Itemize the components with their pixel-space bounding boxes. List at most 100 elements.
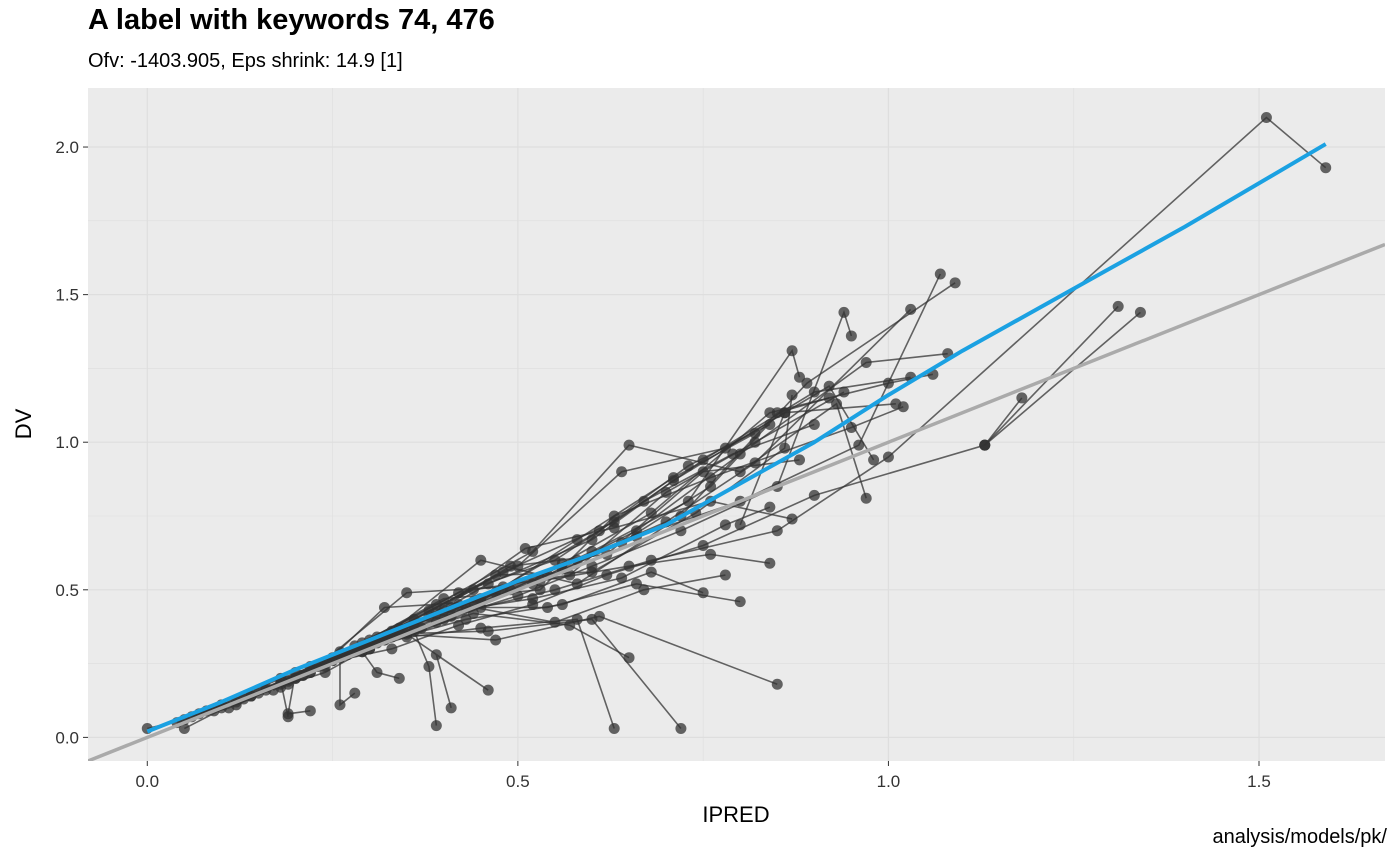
- data-point: [801, 377, 813, 389]
- data-point: [897, 401, 909, 413]
- data-point: [949, 277, 961, 289]
- reference-lines: [88, 142, 1385, 761]
- data-point: [979, 439, 991, 451]
- data-point: [401, 587, 413, 599]
- data-point: [645, 507, 657, 519]
- data-point: [734, 519, 746, 531]
- data-point: [608, 723, 620, 735]
- data-point: [1320, 162, 1332, 174]
- data-point: [490, 634, 502, 646]
- data-point: [1016, 392, 1028, 404]
- data-point: [475, 554, 487, 566]
- data-point: [882, 451, 894, 463]
- data-point: [178, 723, 190, 735]
- data-point: [860, 492, 872, 504]
- data-point: [779, 442, 791, 454]
- chart-caption: analysis/models/pk/: [1212, 826, 1387, 848]
- data-point: [845, 330, 857, 342]
- data-point: [838, 306, 850, 318]
- x-tick-label: 0.0: [135, 772, 159, 791]
- data-point: [786, 513, 798, 525]
- data-point: [467, 607, 479, 619]
- data-point: [1112, 300, 1124, 312]
- x-tick-label: 1.0: [877, 772, 901, 791]
- data-point: [697, 540, 709, 552]
- data-point: [593, 610, 605, 622]
- data-point: [764, 501, 776, 513]
- data-point: [630, 578, 642, 590]
- data-point: [445, 702, 457, 714]
- data-point: [282, 711, 294, 723]
- data-point: [423, 661, 435, 673]
- data-point: [504, 560, 516, 572]
- data-point: [808, 386, 820, 398]
- data-point: [764, 557, 776, 569]
- data-point: [371, 666, 383, 678]
- series-line: [399, 615, 778, 686]
- data-point: [771, 525, 783, 537]
- chart-subtitle: Ofv: -1403.905, Eps shrink: 14.9 [1]: [88, 50, 403, 72]
- data-point: [349, 687, 361, 699]
- data-point: [734, 596, 746, 608]
- data-point: [608, 522, 620, 534]
- y-tick-label: 1.5: [55, 286, 79, 305]
- x-axis-title: IPRED: [702, 802, 769, 827]
- data-point: [697, 466, 709, 478]
- data-point: [860, 357, 872, 369]
- data-point: [527, 593, 539, 605]
- data-point: [645, 566, 657, 578]
- y-tick-label: 0.5: [55, 581, 79, 600]
- data-point: [838, 386, 850, 398]
- data-point: [764, 419, 776, 430]
- y-axis-title: DV: [11, 408, 36, 439]
- data-point: [853, 439, 865, 451]
- data-point: [831, 398, 843, 410]
- data-point: [719, 569, 731, 581]
- data-point: [304, 705, 316, 717]
- data-point: [638, 584, 650, 596]
- data-point: [430, 649, 442, 661]
- series-line: [324, 432, 756, 665]
- data-point: [378, 602, 390, 614]
- data-point: [549, 616, 561, 628]
- data-point: [786, 345, 798, 357]
- data-point: [393, 672, 405, 684]
- data-point: [668, 472, 680, 484]
- data-point: [1134, 306, 1146, 318]
- data-point: [1260, 112, 1272, 124]
- data-point: [771, 678, 783, 690]
- data-point: [786, 389, 798, 401]
- data-point: [623, 560, 635, 572]
- data-point: [808, 419, 820, 430]
- data-point: [779, 407, 791, 419]
- y-tick-label: 0.0: [55, 728, 79, 747]
- data-point: [616, 466, 628, 478]
- data-point: [675, 525, 687, 537]
- data-point: [934, 268, 946, 280]
- data-point: [697, 587, 709, 599]
- data-point: [482, 625, 494, 637]
- data-point: [571, 578, 583, 590]
- chart-title: A label with keywords 74, 476: [88, 4, 495, 36]
- x-tick-label: 0.5: [506, 772, 530, 791]
- data-point: [482, 684, 494, 696]
- data-point: [905, 303, 917, 315]
- identity-line: [88, 242, 1385, 761]
- y-tick-label: 1.0: [55, 433, 79, 452]
- x-tick-label: 1.5: [1247, 772, 1271, 791]
- data-point: [512, 590, 524, 602]
- data-point: [705, 480, 717, 492]
- plot-panel: [88, 88, 1385, 761]
- series-line: [391, 618, 682, 730]
- series-line: [984, 311, 1141, 446]
- series-line: [384, 618, 615, 729]
- data-point: [623, 439, 635, 451]
- data-point: [823, 380, 835, 392]
- data-point: [519, 542, 531, 554]
- data-point: [793, 454, 805, 466]
- data-point: [556, 599, 568, 611]
- data-point: [823, 392, 835, 404]
- data-point: [571, 613, 583, 625]
- series-line: [739, 412, 786, 526]
